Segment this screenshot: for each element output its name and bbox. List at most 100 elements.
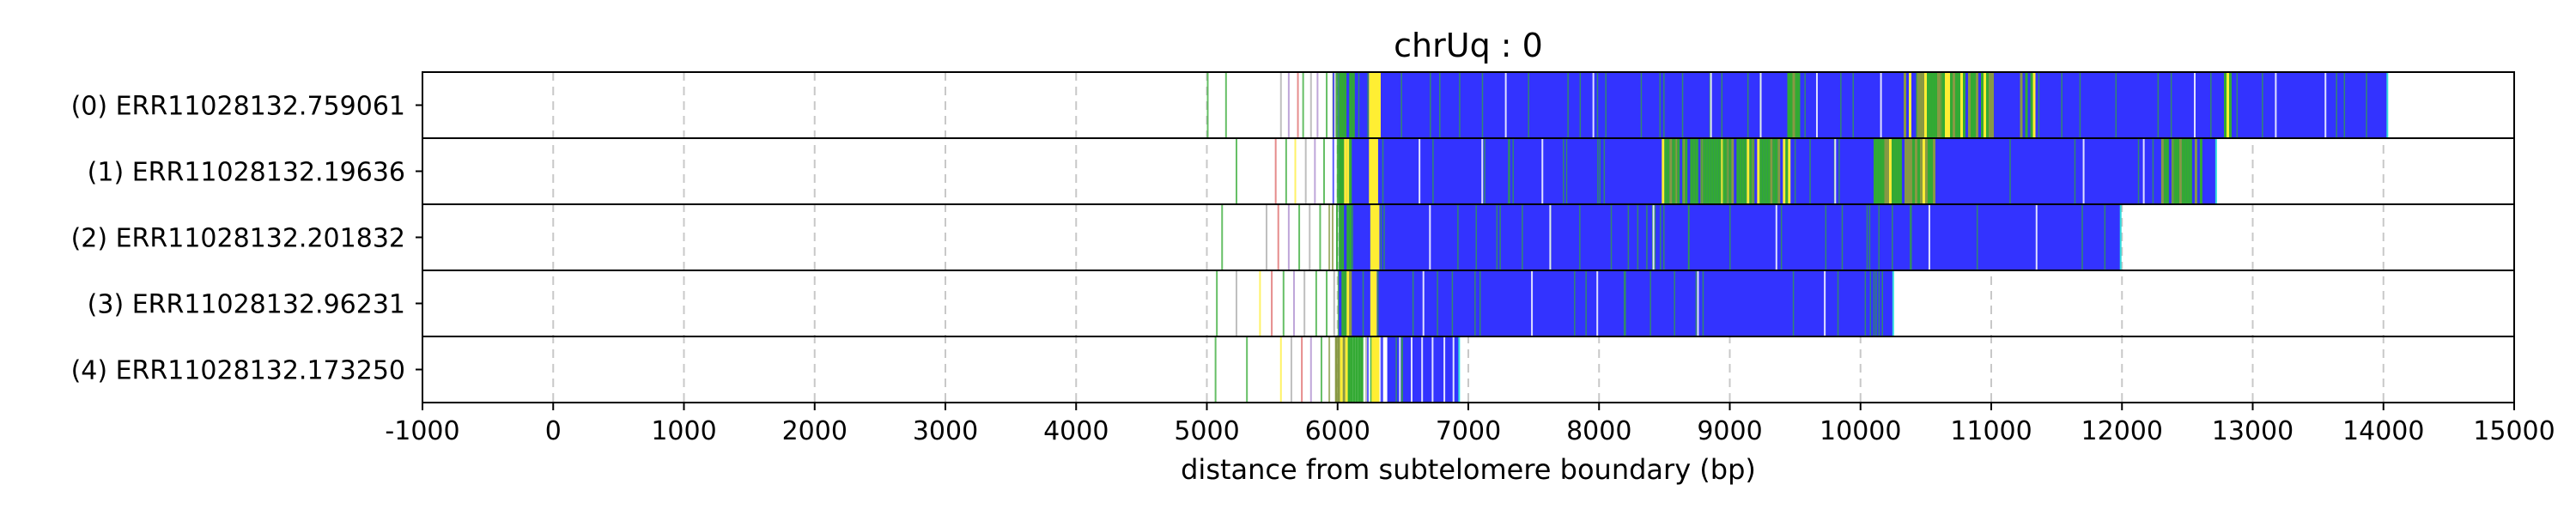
read-mark	[1341, 73, 1345, 137]
read-mark	[2166, 139, 2169, 203]
read-mark	[2115, 73, 2117, 137]
read-mark	[1610, 205, 1613, 270]
read-mark	[1370, 337, 1372, 402]
read-mark	[2074, 139, 2076, 203]
read-mark	[1875, 139, 1879, 203]
read-mark	[1309, 337, 1312, 402]
read-mark	[1475, 205, 1477, 270]
x-tick-label: 13000	[2212, 416, 2293, 446]
read-mark	[2236, 73, 2239, 137]
x-tick-label: 8000	[1566, 416, 1631, 446]
read-mark	[1342, 337, 1346, 402]
read-mark	[1721, 73, 1723, 137]
read-mark	[1924, 139, 1928, 203]
read-mark	[1878, 205, 1880, 270]
read-mark	[1649, 271, 1651, 336]
read-mark	[1795, 73, 1798, 137]
chart-title: chrUq : 0	[1394, 27, 1543, 64]
read-mark	[2386, 73, 2389, 137]
read-mark	[1346, 271, 1350, 336]
read-mark	[2025, 73, 2028, 137]
read-mark	[2178, 139, 2182, 203]
read-mark	[1878, 271, 1880, 336]
read-mark	[1956, 73, 1959, 137]
read-mark	[1941, 73, 1945, 137]
read-mark	[1603, 139, 1606, 203]
read-mark	[1585, 271, 1587, 336]
read-mark	[1400, 337, 1403, 402]
read-mark	[1309, 73, 1312, 137]
read-mark	[1962, 73, 1965, 137]
read-mark	[2079, 73, 2081, 137]
read-mark	[1380, 337, 1382, 402]
read-mark	[1824, 271, 1826, 336]
read-mark	[1903, 73, 1906, 137]
read-mark	[1723, 139, 1727, 203]
read-mark	[1878, 139, 1881, 203]
read-mark	[1967, 73, 1971, 137]
read-mark	[1932, 139, 1935, 203]
read-mark	[1780, 139, 1783, 203]
read-mark	[2275, 73, 2277, 137]
read-mark	[2176, 139, 2179, 203]
read-mark	[1759, 73, 1762, 137]
read-label: (1) ERR11028132.19636	[88, 158, 405, 188]
read-mark	[1697, 271, 1699, 336]
read-mark	[1605, 73, 1607, 137]
read-mark	[1214, 337, 1217, 402]
read-mark	[1340, 73, 1343, 137]
read-mark	[1975, 73, 1978, 137]
read-mark	[1340, 139, 1343, 203]
read-mark	[1804, 73, 1806, 137]
read-mark	[2210, 73, 2212, 137]
read-mark	[1787, 73, 1789, 137]
read-mark	[1481, 139, 1484, 203]
read-mark	[1596, 73, 1599, 137]
read-mark	[1927, 139, 1930, 203]
read-mark	[1891, 139, 1894, 203]
read-mark	[1563, 139, 1564, 203]
read-mark	[1371, 337, 1380, 402]
read-mark	[1333, 73, 1335, 137]
read-mark	[1541, 139, 1544, 203]
read-mark	[1914, 139, 1917, 203]
read-mark	[1767, 139, 1771, 203]
read-mark	[1669, 139, 1673, 203]
read-mark	[1411, 337, 1413, 402]
read-mark	[1235, 271, 1237, 336]
read-mark	[1718, 139, 1720, 203]
read-mark	[1285, 139, 1287, 203]
read-mark	[1739, 139, 1742, 203]
read-mark	[1852, 73, 1854, 137]
read-mark	[1646, 205, 1648, 270]
read-mark	[1921, 73, 1924, 137]
read-label: (3) ERR11028132.96231	[88, 290, 405, 320]
read-mark	[1512, 139, 1514, 203]
read-mark	[1698, 139, 1701, 203]
read-mark	[1303, 271, 1306, 336]
x-tick-label: 3000	[913, 416, 978, 446]
read-mark	[1721, 139, 1724, 203]
read-mark	[1838, 139, 1840, 203]
read-mark	[1726, 139, 1728, 203]
read-mark	[1841, 205, 1844, 270]
read-mark	[1320, 337, 1322, 402]
read-mark	[1866, 205, 1868, 270]
read-mark	[1339, 205, 1342, 270]
read-mark	[1840, 73, 1842, 137]
read-mark	[1772, 139, 1776, 203]
read-track	[1235, 139, 2217, 203]
x-tick-label: 9000	[1697, 416, 1762, 446]
read-mark	[1893, 139, 1897, 203]
read-mark	[1331, 205, 1334, 270]
read-mark	[1334, 337, 1338, 402]
read-mark	[1279, 337, 1282, 402]
x-tick-label: 0	[545, 416, 562, 446]
read-mark	[1349, 73, 1352, 137]
read-mark	[1596, 271, 1599, 336]
read-mark	[1929, 139, 1933, 203]
read-mark	[1911, 205, 1912, 270]
read-block	[1339, 73, 2388, 137]
read-track	[1206, 73, 2389, 137]
read-mark	[1349, 139, 1352, 203]
